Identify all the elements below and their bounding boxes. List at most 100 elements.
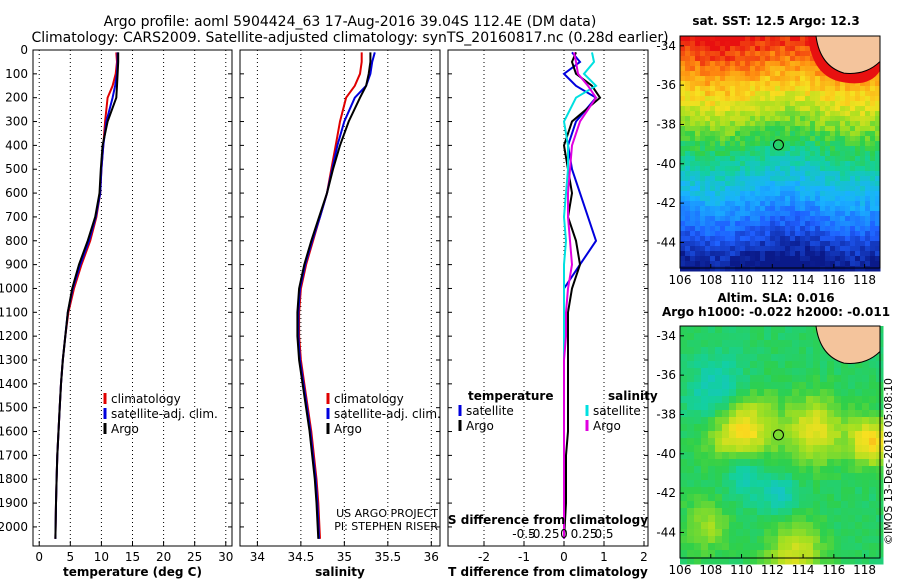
map-cell <box>745 116 751 122</box>
map-cell <box>825 151 831 157</box>
map-cell <box>795 46 801 52</box>
map-cell <box>855 121 861 127</box>
map-cell <box>735 256 741 262</box>
map-cell <box>736 557 744 565</box>
map-cell <box>792 452 800 460</box>
map-cell <box>771 529 779 537</box>
map-cell <box>715 326 723 334</box>
map-cell <box>760 246 766 252</box>
map-cell <box>701 340 709 348</box>
x-tick-label: 116 <box>822 273 845 287</box>
map-cell <box>720 41 726 47</box>
map-cell <box>775 161 781 167</box>
map-cell <box>750 101 756 107</box>
map-cell <box>805 76 811 82</box>
map-cell <box>760 211 766 217</box>
map-cell <box>845 146 851 152</box>
x-tick-label: 110 <box>730 273 753 287</box>
map-cell <box>750 354 758 362</box>
map-cell <box>840 191 846 197</box>
map-cell <box>800 221 806 227</box>
map-cell <box>806 382 814 390</box>
map-cell <box>680 151 686 157</box>
map-cell <box>815 186 821 192</box>
map-cell <box>705 151 711 157</box>
map-cell <box>735 266 741 272</box>
map-cell <box>805 196 811 202</box>
map-cell <box>725 266 731 272</box>
map-cell <box>775 141 781 147</box>
map-cell <box>729 459 737 467</box>
map-cell <box>694 459 702 467</box>
map-cell <box>771 375 779 383</box>
map-cell <box>799 543 807 551</box>
map-cell <box>705 166 711 172</box>
map-cell <box>690 191 696 197</box>
map-cell <box>790 96 796 102</box>
map-cell <box>730 111 736 117</box>
map-cell <box>715 231 721 237</box>
map-cell <box>860 181 866 187</box>
map-cell <box>680 226 686 232</box>
map-cell <box>690 111 696 117</box>
map-cell <box>830 221 836 227</box>
map-cell <box>805 71 811 77</box>
map-cell <box>785 452 793 460</box>
series-line-argo <box>296 52 372 539</box>
map-cell <box>778 375 786 383</box>
map-cell <box>827 431 835 439</box>
map-cell <box>694 424 702 432</box>
map-cell <box>869 480 877 488</box>
map-cell <box>799 494 807 502</box>
map-cell <box>705 161 711 167</box>
map-cell <box>834 529 842 537</box>
map-cell <box>820 81 826 87</box>
map-cell <box>743 389 751 397</box>
map-cell <box>700 101 706 107</box>
map-cell <box>700 81 706 87</box>
map-cell <box>855 256 861 262</box>
map-cell <box>765 246 771 252</box>
map-cell <box>705 266 711 272</box>
map-cell <box>680 347 688 355</box>
map-cell <box>680 508 688 516</box>
map-cell <box>778 368 786 376</box>
map-cell <box>855 266 861 272</box>
map-cell <box>792 368 800 376</box>
map-cell <box>806 543 814 551</box>
map-cell <box>770 191 776 197</box>
map-cell <box>800 136 806 142</box>
map-cell <box>795 221 801 227</box>
map-cell <box>750 410 758 418</box>
map-cell <box>805 241 811 247</box>
map-cell <box>729 508 737 516</box>
map-cell <box>745 256 751 262</box>
map-cell <box>730 41 736 47</box>
map-cell <box>695 236 701 242</box>
map-cell <box>795 171 801 177</box>
map-cell <box>770 246 776 252</box>
map-cell <box>705 106 711 112</box>
map-cell <box>770 166 776 172</box>
y-tick-label: 200 <box>5 91 28 105</box>
map-cell <box>715 156 721 162</box>
x-tick-label: 108 <box>699 563 722 577</box>
map-cell <box>815 111 821 117</box>
map-cell <box>840 156 846 162</box>
map-cell <box>840 116 846 122</box>
map-cell <box>805 146 811 152</box>
map-cell <box>695 246 701 252</box>
map-cell <box>865 196 871 202</box>
map-cell <box>715 459 723 467</box>
map-cell <box>865 171 871 177</box>
map-cell <box>780 71 786 77</box>
map-cell <box>722 557 730 565</box>
map-cell <box>855 501 863 509</box>
map-cell <box>701 508 709 516</box>
map-cell <box>700 126 706 132</box>
map-cell <box>740 61 746 67</box>
map-cell <box>690 236 696 242</box>
map-cell <box>841 550 849 558</box>
x-tick-label: 34 <box>250 550 265 564</box>
map-cell <box>735 241 741 247</box>
